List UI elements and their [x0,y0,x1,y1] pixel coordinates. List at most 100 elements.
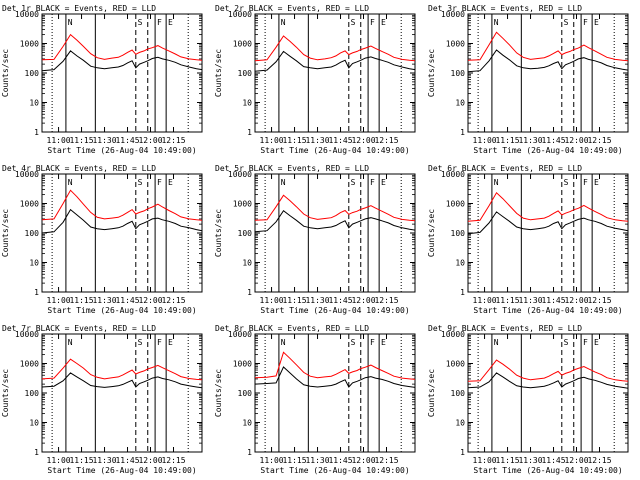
y-tick-label: 10000 [15,330,39,339]
x-tick-label: 11:15 [69,456,93,465]
x-tick-label: 11:30 [518,296,542,305]
x-tick-label: 11:15 [282,456,306,465]
x-axis-label: Start Time (26-Aug-04 10:49:00) [47,466,196,475]
marker-label: N [494,178,499,187]
series-events-black [41,208,203,234]
marker-label: S [138,338,143,347]
x-tick-label: 12:15 [374,136,398,145]
x-tick-label: 11:00 [260,456,284,465]
marker-label: S [351,338,356,347]
series-events-black [467,211,629,235]
x-tick-label: 12:00 [564,136,588,145]
marker-label: S [351,18,356,27]
marker-label: E [168,18,173,27]
series-lld-red [254,194,416,222]
panel-title: Det 3r BLACK = Events, RED = LLD [428,4,582,13]
y-axis-label: Counts/sec [1,49,10,97]
marker-label: N [68,18,73,27]
series-events-black [467,49,629,73]
y-axis-label: Counts/sec [427,49,436,97]
y-tick-label: 1000 [446,360,465,369]
y-tick-label: 10 [29,259,39,268]
x-tick-label: 12:15 [161,456,185,465]
x-tick-label: 11:30 [305,296,329,305]
marker-label: E [594,18,599,27]
y-tick-label: 1000 [446,200,465,209]
panel-det-6: Det 6r BLACK = Events, RED = LLD 1 10 100 10… [427,164,629,315]
x-tick-label: 11:15 [495,136,519,145]
series-lld-red [254,351,416,380]
y-tick-label: 10000 [15,10,39,19]
y-tick-label: 100 [451,389,466,398]
y-axis-label: Counts/sec [214,369,223,417]
x-tick-label: 11:45 [115,456,139,465]
marker-label: N [494,18,499,27]
marker-label: S [564,338,569,347]
y-axis-label: Counts/sec [214,49,223,97]
x-tick-label: 11:00 [47,136,71,145]
series-lld-red [467,31,629,62]
x-axis-label: Start Time (26-Aug-04 10:49:00) [47,146,196,155]
y-tick-label: 100 [25,229,40,238]
x-axis-label: Start Time (26-Aug-04 10:49:00) [260,466,409,475]
x-tick-label: 11:45 [115,136,139,145]
marker-label: E [381,338,386,347]
marker-label: S [564,18,569,27]
marker-label: E [594,338,599,347]
y-tick-label: 1 [247,288,252,297]
panel-title: Det 2r BLACK = Events, RED = LLD [215,4,369,13]
y-tick-label: 10000 [15,170,39,179]
x-tick-label: 12:15 [587,136,611,145]
x-tick-label: 12:00 [351,136,375,145]
series-lld-red [467,359,629,382]
panel-title: Det 4r BLACK = Events, RED = LLD [2,164,156,173]
x-tick-label: 11:15 [282,296,306,305]
y-tick-label: 100 [238,69,253,78]
panel-title: Det 7r BLACK = Events, RED = LLD [2,324,156,333]
marker-label: S [564,178,569,187]
marker-label: F [583,18,588,27]
y-tick-label: 10000 [228,10,252,19]
marker-label: E [594,178,599,187]
x-tick-label: 11:30 [518,136,542,145]
panel-title: Det 6r BLACK = Events, RED = LLD [428,164,582,173]
marker-label: N [281,338,286,347]
panel-title: Det 5r BLACK = Events, RED = LLD [215,164,369,173]
marker-label: E [381,178,386,187]
y-tick-label: 10 [455,259,465,268]
y-tick-label: 100 [451,69,466,78]
y-tick-label: 10000 [441,170,465,179]
y-tick-label: 1 [34,128,39,137]
y-tick-label: 1 [247,128,252,137]
x-tick-label: 12:15 [587,296,611,305]
series-events-black [41,50,203,72]
x-axis-label: Start Time (26-Aug-04 10:49:00) [260,146,409,155]
x-axis-label: Start Time (26-Aug-04 10:49:00) [473,146,622,155]
panel-det-7: Det 7r BLACK = Events, RED = LLD 1 10 100 10… [1,324,203,475]
y-axis-label: Counts/sec [427,209,436,257]
marker-label: S [138,178,143,187]
x-tick-label: 11:00 [473,136,497,145]
y-tick-label: 10 [29,99,39,108]
y-tick-label: 1 [34,288,39,297]
y-tick-label: 100 [25,69,40,78]
y-tick-label: 1 [460,128,465,137]
marker-label: N [68,338,73,347]
x-tick-label: 11:00 [260,296,284,305]
y-tick-label: 10000 [441,330,465,339]
x-tick-label: 11:15 [495,456,519,465]
x-tick-label: 11:30 [305,456,329,465]
x-tick-label: 11:00 [260,136,284,145]
y-tick-label: 1 [460,448,465,457]
y-tick-label: 1000 [20,360,39,369]
x-tick-label: 12:15 [161,136,185,145]
x-tick-label: 12:00 [138,456,162,465]
y-tick-label: 1 [247,448,252,457]
y-tick-label: 100 [25,389,40,398]
series-events-black [254,50,416,72]
x-tick-label: 11:45 [115,296,139,305]
x-tick-label: 11:00 [47,296,71,305]
y-tick-label: 1000 [20,40,39,49]
x-tick-label: 11:45 [541,136,565,145]
